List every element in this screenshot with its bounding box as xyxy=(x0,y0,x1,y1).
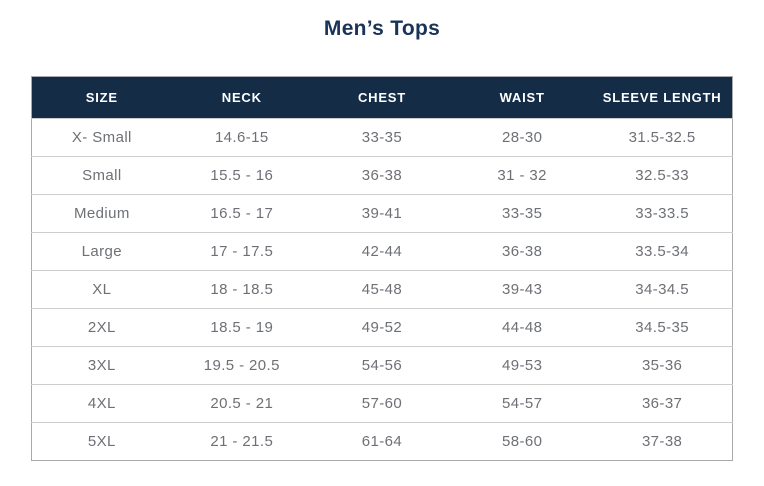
cell-neck: 21 - 21.5 xyxy=(171,422,312,461)
cell-neck: 16.5 - 17 xyxy=(171,194,312,233)
cell-waist: 33-35 xyxy=(452,194,593,233)
cell-sleeve: 35-36 xyxy=(592,346,733,385)
header-row: SIZE NECK CHEST WAIST SLEEVE LENGTH xyxy=(31,76,733,119)
cell-chest: 33-35 xyxy=(311,118,453,157)
cell-waist: 44-48 xyxy=(452,308,593,347)
cell-chest: 39-41 xyxy=(311,194,453,233)
cell-size: Large xyxy=(31,232,172,271)
cell-size: XL xyxy=(31,270,172,309)
table-row-medium: Medium 16.5 - 17 39-41 33-35 33-33.5 xyxy=(31,194,733,233)
table-row-4xl: 4XL 20.5 - 21 57-60 54-57 36-37 xyxy=(31,384,733,423)
table-row-large: Large 17 - 17.5 42-44 36-38 33.5-34 xyxy=(31,232,733,271)
cell-waist: 39-43 xyxy=(452,270,593,309)
cell-waist: 28-30 xyxy=(452,118,593,157)
cell-sleeve: 37-38 xyxy=(592,422,733,461)
cell-chest: 49-52 xyxy=(311,308,453,347)
cell-neck: 18.5 - 19 xyxy=(171,308,312,347)
column-header-chest: CHEST xyxy=(311,76,453,119)
table-row-2xl: 2XL 18.5 - 19 49-52 44-48 34.5-35 xyxy=(31,308,733,347)
cell-chest: 61-64 xyxy=(311,422,453,461)
cell-sleeve: 33-33.5 xyxy=(592,194,733,233)
cell-sleeve: 33.5-34 xyxy=(592,232,733,271)
cell-chest: 54-56 xyxy=(311,346,453,385)
cell-waist: 31 - 32 xyxy=(452,156,593,195)
cell-size: Small xyxy=(31,156,172,195)
cell-waist: 36-38 xyxy=(452,232,593,271)
table-header: SIZE NECK CHEST WAIST SLEEVE LENGTH xyxy=(31,76,733,119)
column-header-waist: WAIST xyxy=(452,76,593,119)
column-header-sleeve-length: SLEEVE LENGTH xyxy=(592,76,733,119)
cell-sleeve: 32.5-33 xyxy=(592,156,733,195)
mens-tops-size-table: SIZE NECK CHEST WAIST SLEEVE LENGTH X- S… xyxy=(31,76,733,461)
page-title: Men’s Tops xyxy=(323,17,441,40)
table-row-3xl: 3XL 19.5 - 20.5 54-56 49-53 35-36 xyxy=(31,346,733,385)
cell-sleeve: 34.5-35 xyxy=(592,308,733,347)
cell-waist: 54-57 xyxy=(452,384,593,423)
cell-size: 5XL xyxy=(31,422,172,461)
cell-size: 3XL xyxy=(31,346,172,385)
table-row-xsmall: X- Small 14.6-15 33-35 28-30 31.5-32.5 xyxy=(31,118,733,157)
cell-size: 2XL xyxy=(31,308,172,347)
cell-neck: 19.5 - 20.5 xyxy=(171,346,312,385)
column-header-neck: NECK xyxy=(171,76,312,119)
table-row-small: Small 15.5 - 16 36-38 31 - 32 32.5-33 xyxy=(31,156,733,195)
cell-sleeve: 34-34.5 xyxy=(592,270,733,309)
cell-waist: 58-60 xyxy=(452,422,593,461)
cell-neck: 15.5 - 16 xyxy=(171,156,312,195)
cell-size: Medium xyxy=(31,194,172,233)
cell-chest: 36-38 xyxy=(311,156,453,195)
table-row-5xl: 5XL 21 - 21.5 61-64 58-60 37-38 xyxy=(31,422,733,461)
cell-size: 4XL xyxy=(31,384,172,423)
table-body: X- Small 14.6-15 33-35 28-30 31.5-32.5 S… xyxy=(31,118,733,461)
cell-chest: 45-48 xyxy=(311,270,453,309)
cell-neck: 18 - 18.5 xyxy=(171,270,312,309)
cell-sleeve: 36-37 xyxy=(592,384,733,423)
cell-sleeve: 31.5-32.5 xyxy=(592,118,733,157)
cell-chest: 42-44 xyxy=(311,232,453,271)
table-row-xl: XL 18 - 18.5 45-48 39-43 34-34.5 xyxy=(31,270,733,309)
cell-chest: 57-60 xyxy=(311,384,453,423)
cell-neck: 14.6-15 xyxy=(171,118,312,157)
cell-size: X- Small xyxy=(31,118,172,157)
cell-neck: 20.5 - 21 xyxy=(171,384,312,423)
cell-waist: 49-53 xyxy=(452,346,593,385)
column-header-size: SIZE xyxy=(31,76,172,119)
cell-neck: 17 - 17.5 xyxy=(171,232,312,271)
